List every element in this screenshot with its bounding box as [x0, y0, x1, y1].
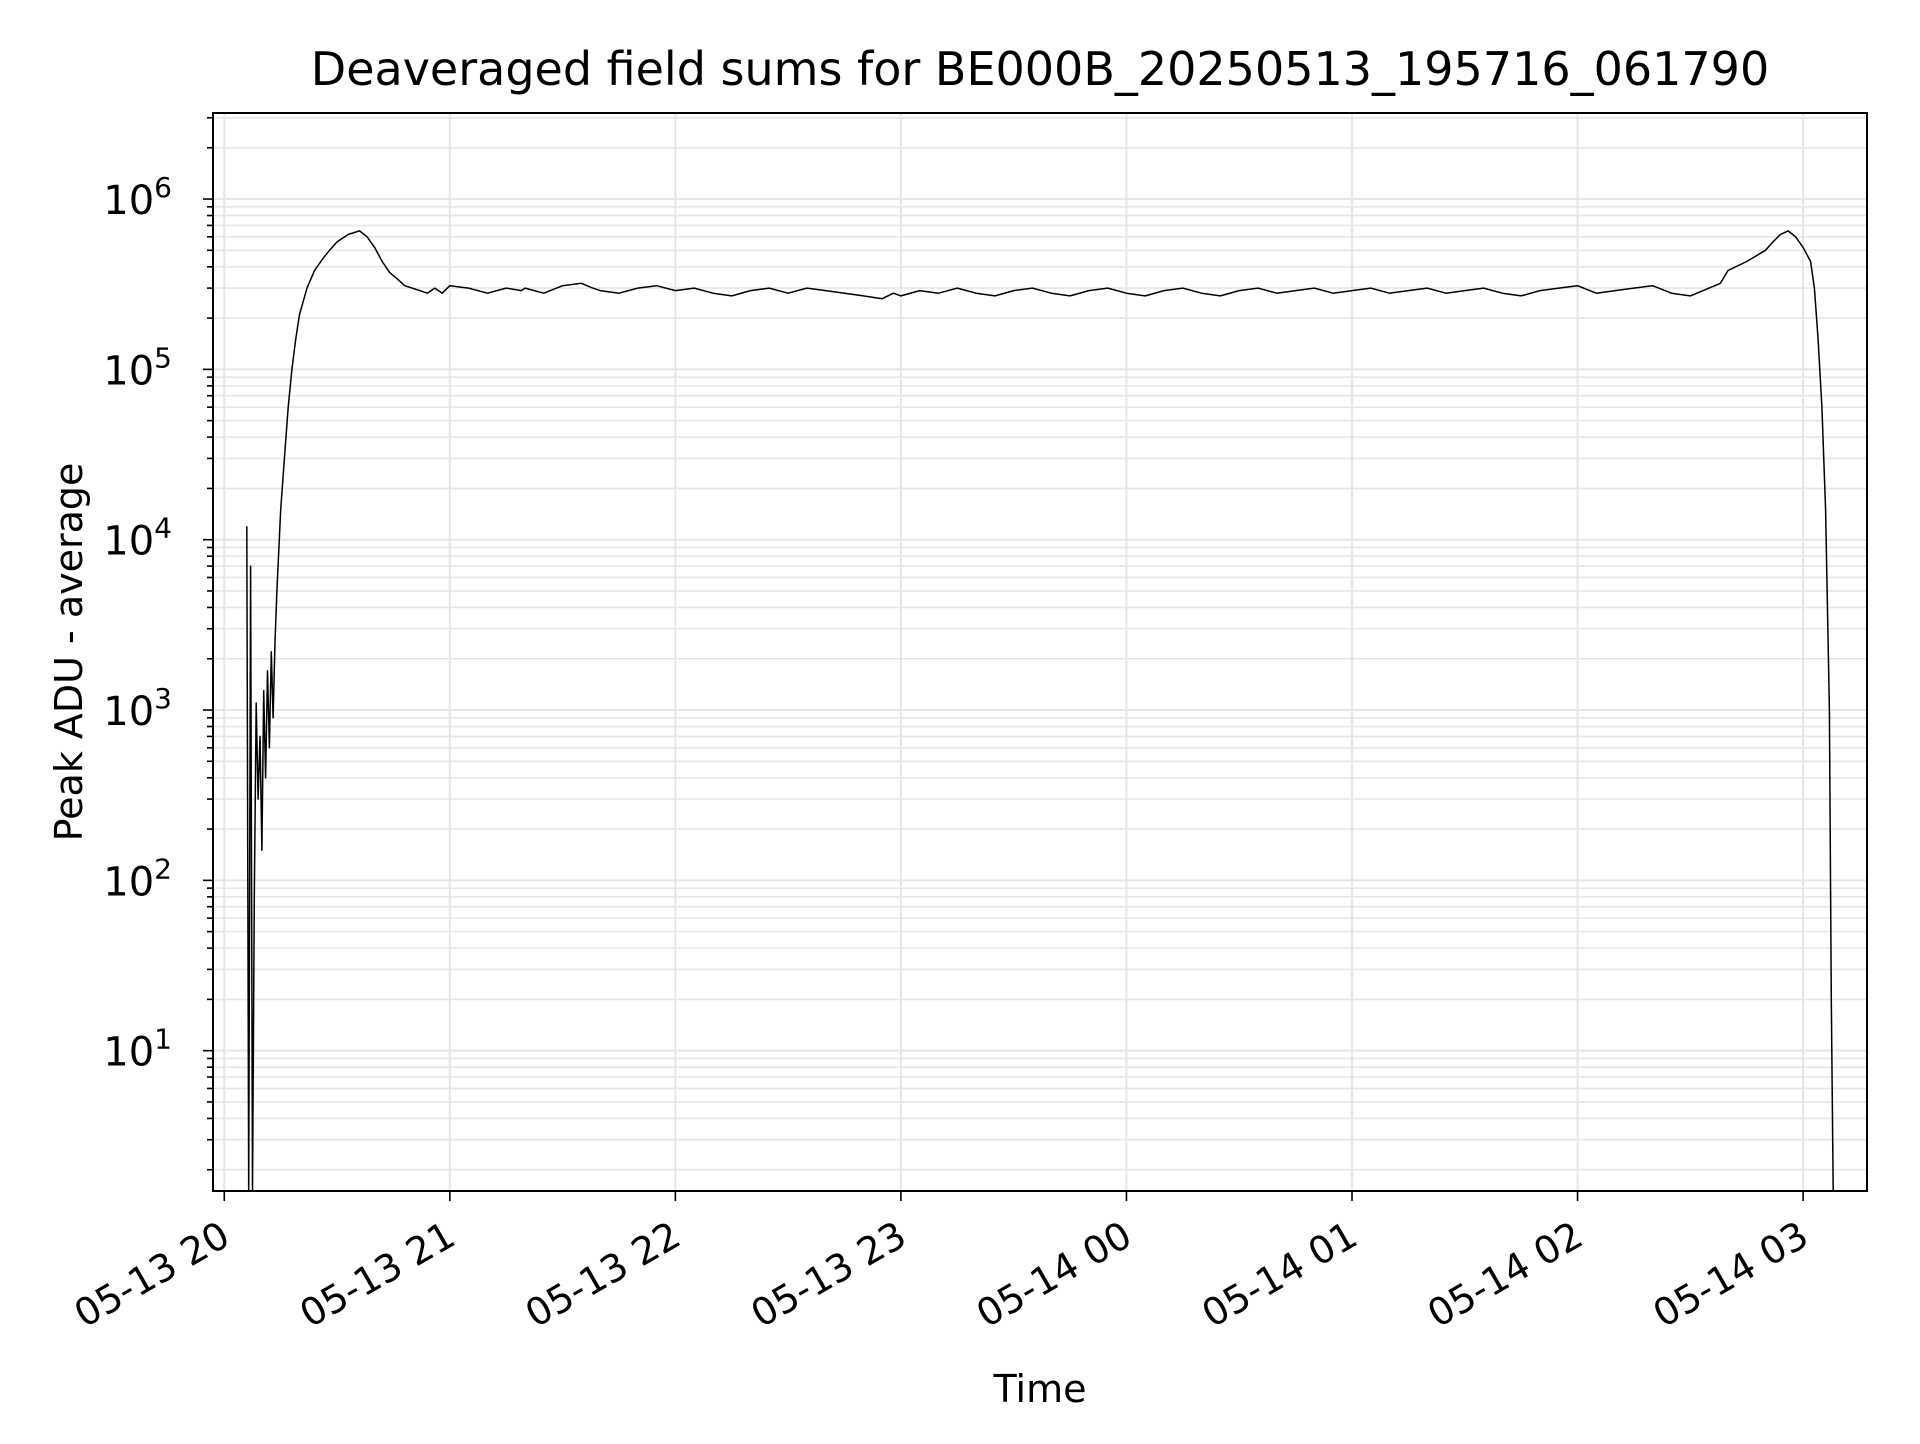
y-tick-label: 102 — [103, 852, 172, 905]
x-tick-label: 05-13 22 — [518, 1213, 688, 1337]
plot-frame — [212, 112, 1868, 1192]
y-tick-exponent: 6 — [154, 171, 172, 204]
y-tick-exponent: 4 — [154, 512, 172, 545]
y-tick-label: 104 — [103, 512, 172, 565]
y-tick-label: 101 — [103, 1023, 172, 1076]
x-tick-label: 05-14 00 — [969, 1213, 1139, 1337]
series-line — [246, 230, 1834, 1192]
y-axis-label: Peak ADU - average — [47, 463, 91, 842]
x-tick-label: 05-13 21 — [292, 1213, 462, 1337]
x-axis-label: Time — [993, 1367, 1087, 1411]
x-tick-label: 05-14 02 — [1420, 1213, 1590, 1337]
y-tick-base: 10 — [103, 178, 154, 224]
grid-layer — [213, 113, 1867, 1191]
x-tick-label: 05-14 03 — [1646, 1213, 1816, 1337]
y-tick-exponent: 3 — [154, 682, 172, 715]
x-tick-label: 05-13 20 — [67, 1213, 237, 1337]
y-tick-exponent: 5 — [154, 341, 172, 374]
x-tick-layer: 05-13 20 05-13 21 05-13 22 05-13 23 05-14 00… — [67, 1191, 1816, 1336]
chart-title: Deaveraged field sums for BE000B_2025051… — [311, 42, 1769, 96]
y-tick-label: 106 — [103, 171, 172, 224]
y-tick-exponent: 2 — [154, 852, 172, 885]
y-tick-label: 103 — [103, 682, 172, 735]
y-tick-base: 10 — [103, 859, 154, 905]
y-tick-base: 10 — [103, 519, 154, 565]
y-tick-base: 10 — [103, 348, 154, 394]
y-tick-base: 10 — [103, 689, 154, 735]
data-layer — [246, 230, 1834, 1192]
y-tick-label: 105 — [103, 341, 172, 394]
y-tick-base: 10 — [103, 1030, 154, 1076]
y-tick-exponent: 1 — [154, 1023, 172, 1056]
x-tick-label: 05-14 01 — [1195, 1213, 1365, 1337]
x-tick-label: 05-13 23 — [743, 1213, 913, 1337]
